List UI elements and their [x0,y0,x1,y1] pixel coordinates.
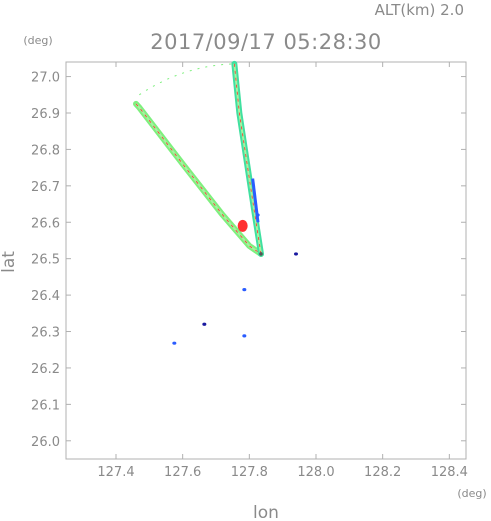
x-tick-label: 128.2 [364,465,401,480]
x-axis-title: lon [253,503,279,521]
plot-frame [65,61,467,460]
x-tick-label: 127.8 [231,465,268,480]
tick-group: 127.4 127.6 127.8 128.0 128.2 128.4 26.0 26.1 26… [31,62,468,480]
y-tick-label: 26.0 [31,435,60,450]
echo-group [172,213,298,345]
y-tick-label: 26.1 [31,398,60,413]
echo-patch [242,334,247,338]
y-tick-label: 26.8 [31,143,60,158]
y-tick-label: 26.4 [31,289,60,304]
beam-group [133,60,264,257]
outer-arc [139,63,235,96]
x-tick-label: 128.0 [297,465,334,480]
y-tick-label: 26.7 [31,180,60,195]
y-tick-label: 26.6 [31,216,60,231]
west-beam-red-fringe [135,103,262,255]
echo-patch [172,341,177,345]
y-axis-title: lat [0,251,19,273]
y-tick-label: 26.9 [31,107,60,122]
y-tick-label: 26.2 [31,362,60,377]
x-tick-label: 127.6 [164,465,201,480]
y-axis-unit: (deg) [23,34,52,47]
echo-patch [255,213,260,217]
chart-title: 2017/09/17 05:28:30 [150,30,382,54]
y-tick-label: 27.0 [31,71,60,86]
north-beam-red-fringe [233,63,262,255]
x-tick-label: 127.4 [97,465,134,480]
echo-patch [202,322,207,326]
radar-site-marker [259,252,263,256]
x-tick-label: 128.4 [431,465,468,480]
y-tick-label: 26.3 [31,326,60,341]
echo-patch [242,288,247,292]
echo-patch [294,252,298,256]
x-axis-unit: (deg) [457,487,486,500]
altitude-label: ALT(km) 2.0 [375,1,464,19]
y-tick-label: 26.5 [31,253,60,268]
echo-patch [237,219,248,232]
